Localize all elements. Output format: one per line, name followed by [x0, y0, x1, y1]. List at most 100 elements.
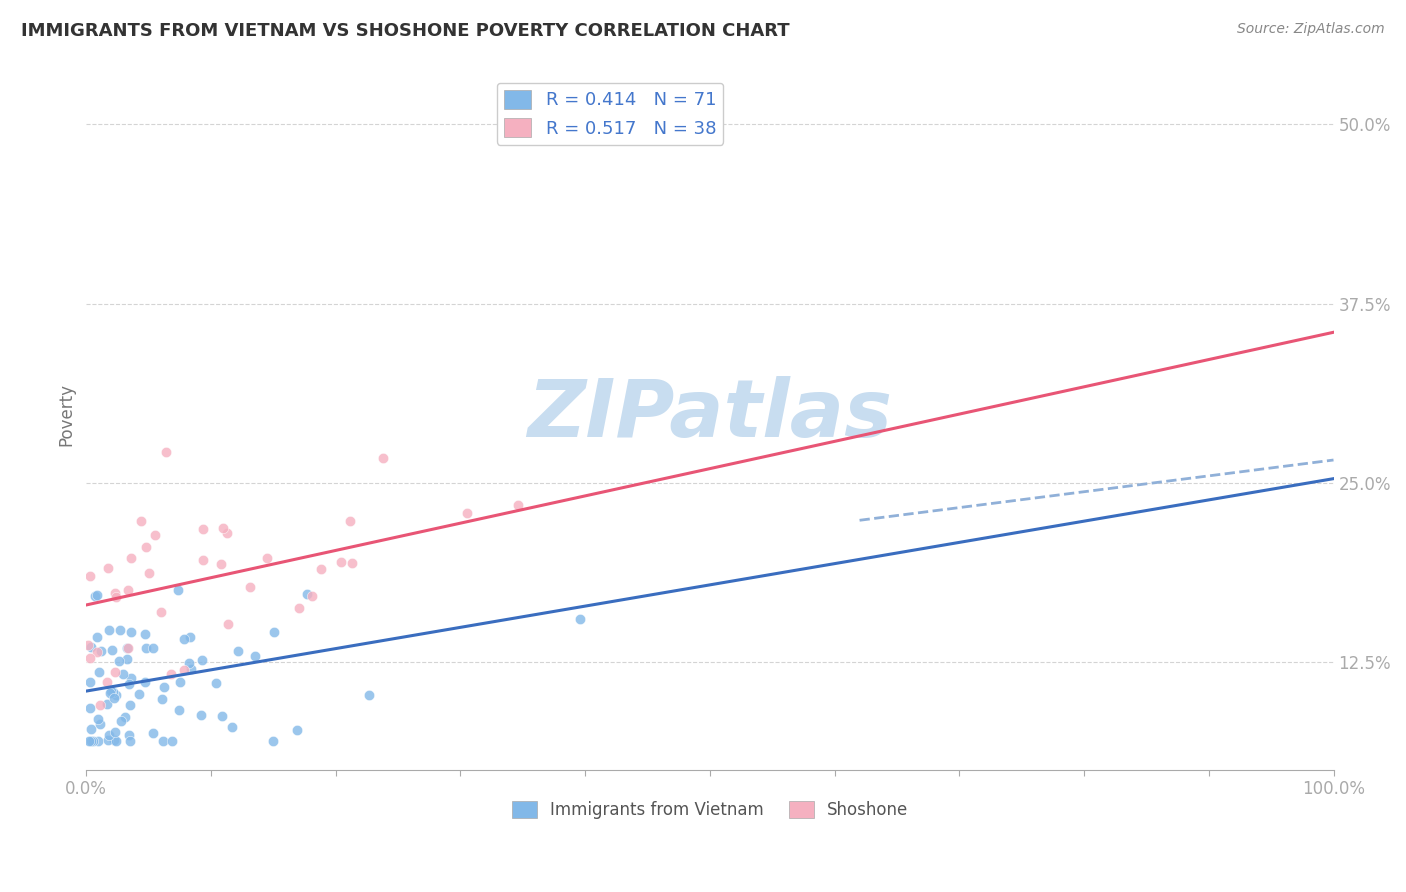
Point — [134, 674, 156, 689]
Point — [79, 674, 101, 689]
Text: ZIPatlas: ZIPatlas — [527, 376, 893, 454]
Point — [97, 561, 120, 575]
Point — [173, 632, 195, 646]
Point — [243, 648, 266, 663]
Point — [143, 527, 166, 541]
Point — [134, 641, 156, 656]
Point — [371, 450, 394, 465]
Point — [568, 612, 591, 626]
Point — [162, 734, 184, 748]
Point — [152, 734, 174, 748]
Point — [79, 569, 101, 583]
Point — [120, 671, 142, 685]
Text: IMMIGRANTS FROM VIETNAM VS SHOSHONE POVERTY CORRELATION CHART: IMMIGRANTS FROM VIETNAM VS SHOSHONE POVE… — [21, 22, 790, 40]
Point — [103, 586, 125, 600]
Point — [79, 701, 101, 715]
Point — [117, 728, 139, 742]
Point — [97, 728, 120, 742]
Point — [179, 656, 201, 670]
Point — [108, 623, 131, 637]
Point — [211, 709, 233, 723]
Point — [285, 723, 308, 737]
Point — [80, 640, 103, 654]
Point — [142, 640, 165, 655]
Point — [262, 734, 284, 748]
Point — [87, 665, 110, 680]
Point — [128, 687, 150, 701]
Point — [339, 514, 361, 528]
Point — [86, 588, 108, 602]
Point — [301, 589, 323, 603]
Point — [340, 556, 363, 570]
Point — [104, 688, 127, 702]
Point — [90, 644, 112, 658]
Point — [86, 645, 108, 659]
Point — [110, 714, 132, 729]
Point — [104, 590, 127, 604]
Point — [205, 676, 228, 690]
Point — [217, 616, 239, 631]
Point — [221, 720, 243, 734]
Point — [98, 686, 121, 700]
Point — [114, 709, 136, 723]
Point — [103, 732, 125, 747]
Point — [212, 521, 235, 535]
Point — [80, 722, 103, 736]
Point — [329, 555, 352, 569]
Point — [193, 522, 215, 536]
Point — [118, 677, 141, 691]
Point — [263, 624, 285, 639]
Point — [117, 640, 139, 655]
Point — [167, 703, 190, 717]
Point — [209, 558, 232, 572]
Point — [76, 638, 98, 652]
Point — [506, 498, 529, 512]
Point — [117, 640, 139, 655]
Point — [80, 734, 103, 748]
Point — [311, 562, 333, 576]
Point — [108, 655, 131, 669]
Point — [288, 600, 311, 615]
Point — [117, 583, 139, 598]
Point — [89, 716, 111, 731]
Y-axis label: Poverty: Poverty — [58, 384, 75, 446]
Point — [103, 691, 125, 706]
Point — [120, 734, 142, 748]
Point — [239, 580, 262, 594]
Point — [215, 525, 238, 540]
Point — [152, 692, 174, 706]
Point — [152, 680, 174, 694]
Point — [191, 653, 214, 667]
Point — [169, 674, 191, 689]
Point — [149, 605, 172, 619]
Point — [159, 666, 181, 681]
Point — [138, 566, 160, 581]
Point — [456, 506, 478, 520]
Point — [97, 733, 120, 747]
Point — [120, 551, 142, 566]
Point — [134, 627, 156, 641]
Point — [135, 540, 157, 554]
Point — [180, 662, 202, 676]
Point — [87, 712, 110, 726]
Point — [142, 725, 165, 739]
Point — [104, 665, 127, 680]
Point — [104, 734, 127, 748]
Point — [86, 630, 108, 644]
Point — [155, 445, 177, 459]
Point — [96, 698, 118, 712]
Point — [131, 515, 153, 529]
Point — [295, 587, 318, 601]
Point — [357, 689, 380, 703]
Point — [82, 734, 104, 748]
Point — [179, 630, 201, 644]
Point — [83, 589, 105, 603]
Point — [226, 644, 249, 658]
Point — [101, 642, 124, 657]
Point — [166, 582, 188, 597]
Point — [104, 724, 127, 739]
Point — [111, 666, 134, 681]
Point — [256, 550, 278, 565]
Point — [191, 552, 214, 566]
Point — [117, 651, 139, 665]
